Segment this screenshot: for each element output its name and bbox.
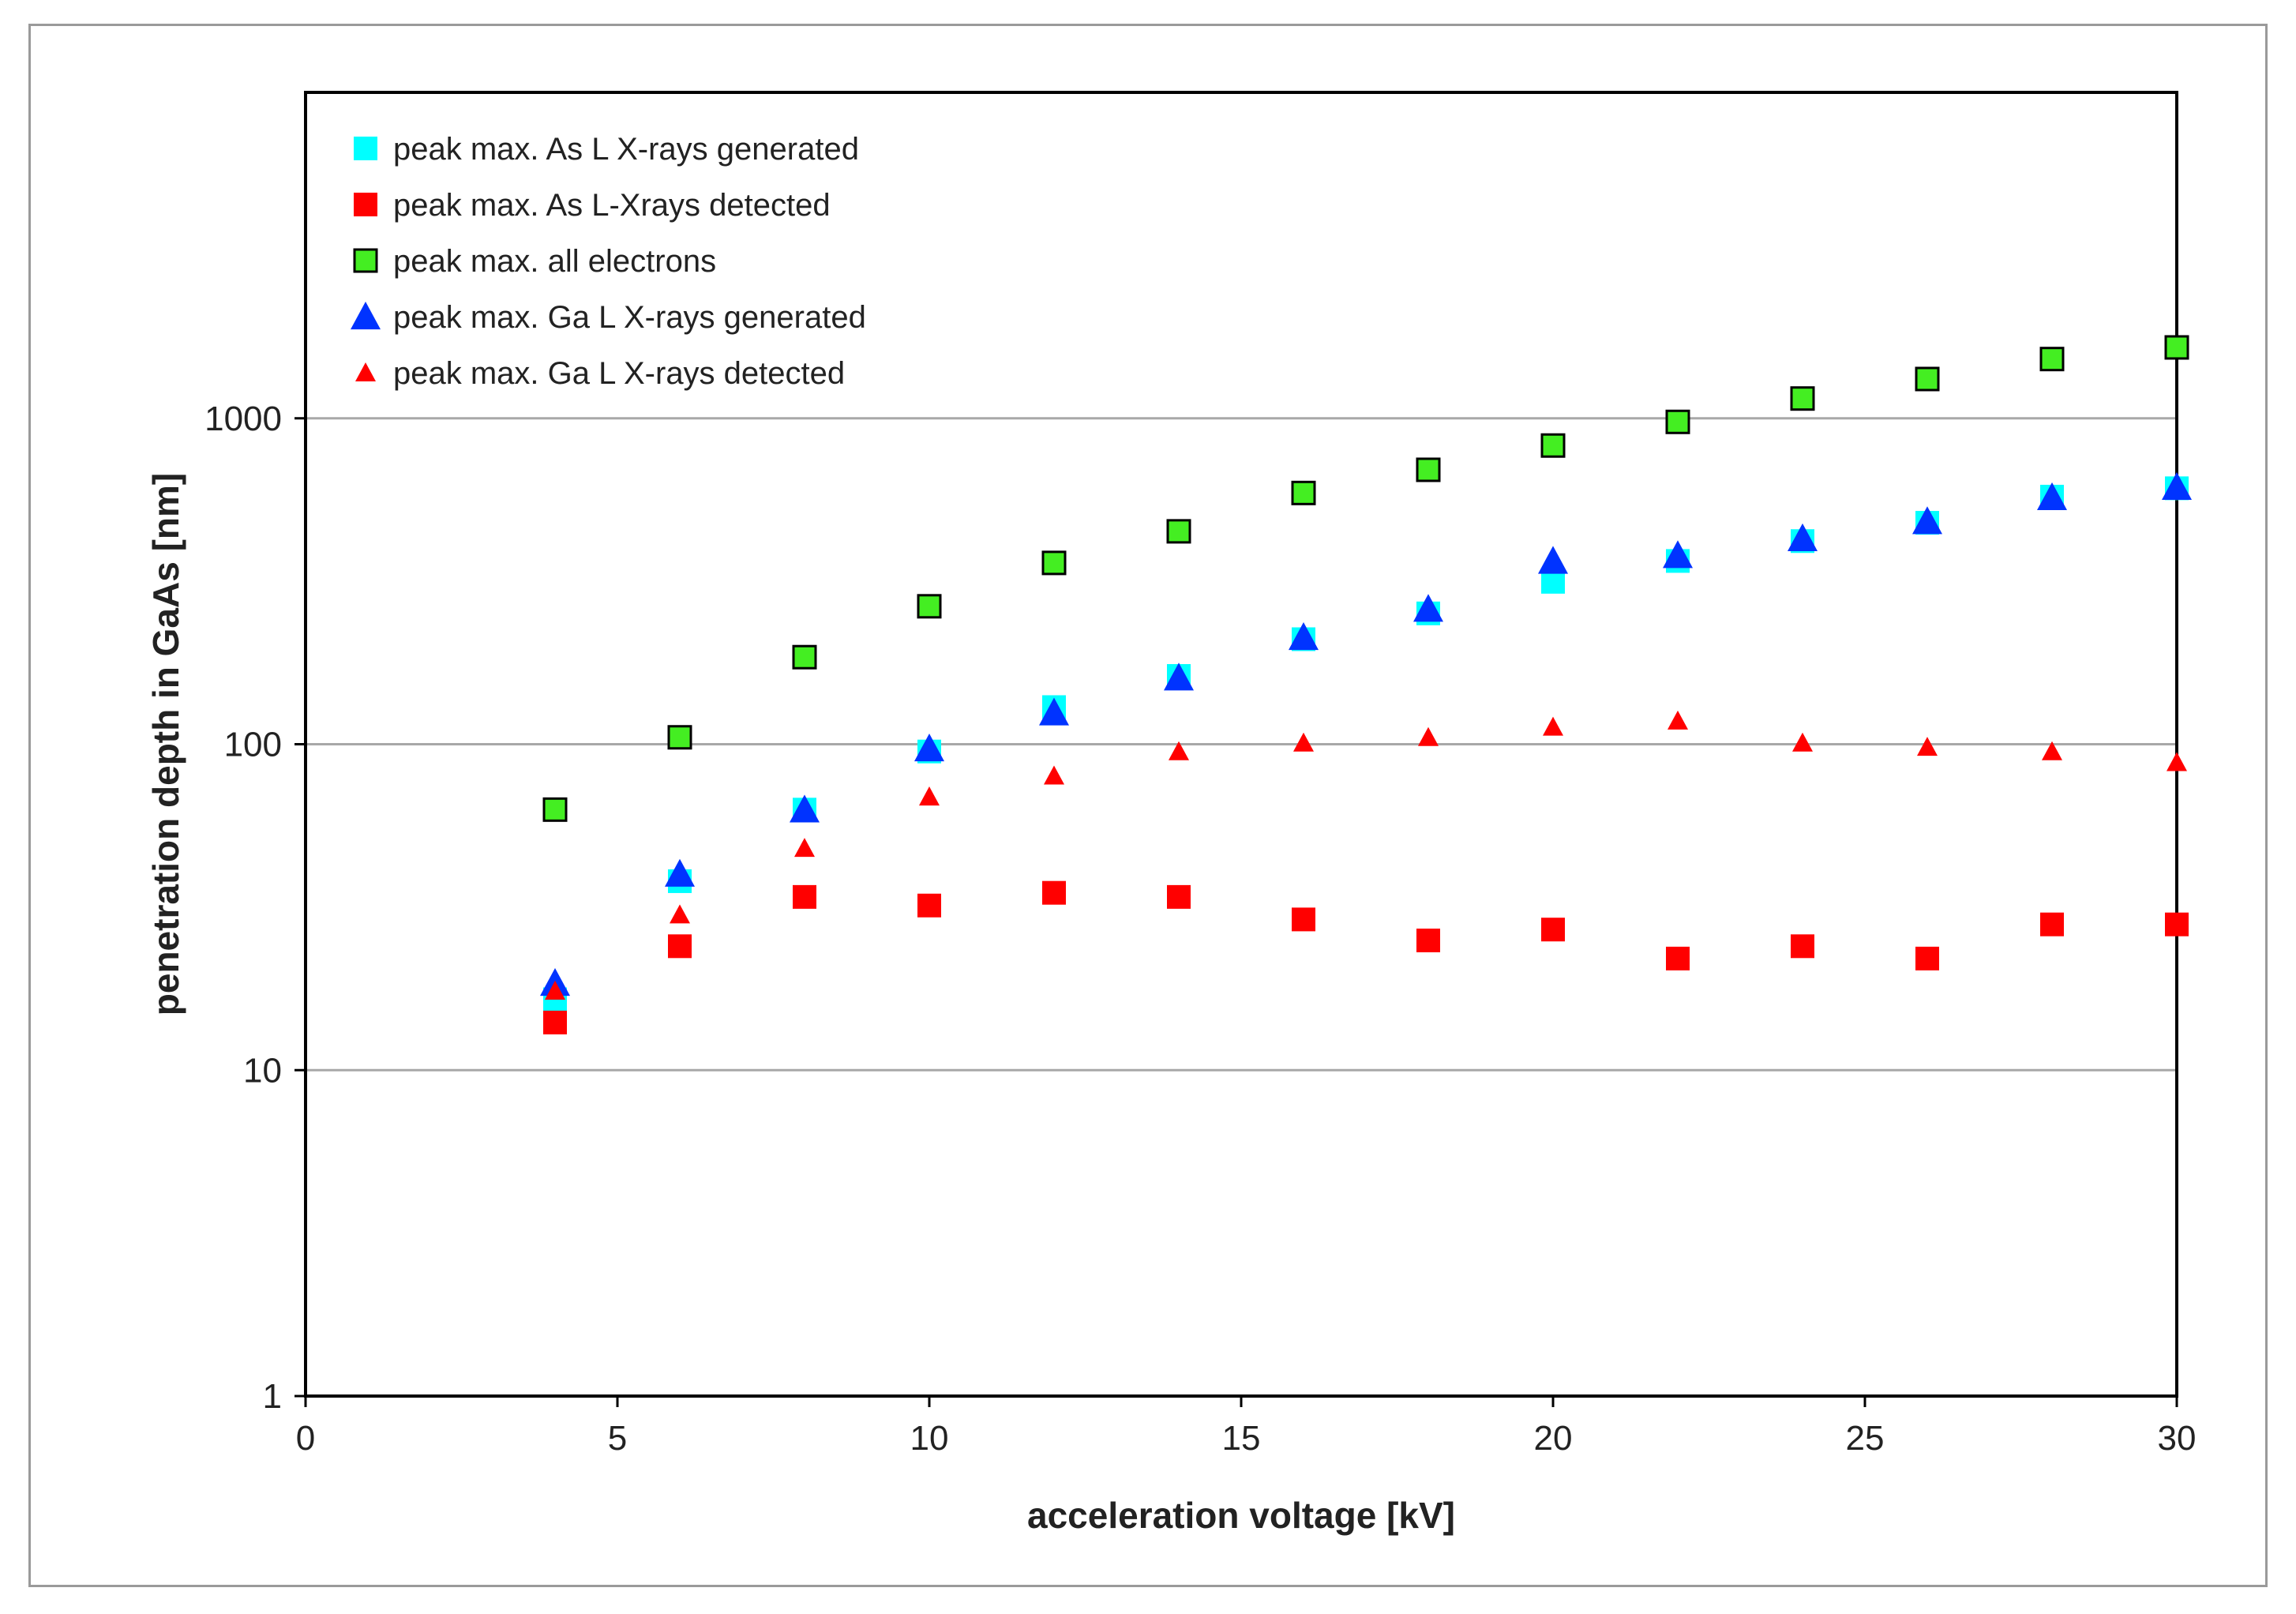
series-3-point-4kv	[542, 797, 568, 822]
series-4-point-20kv	[1538, 546, 1568, 574]
y-axis-ticks: 1 10 100 1000	[204, 400, 306, 1416]
series-3-point-10kv	[917, 594, 942, 619]
series-5-point-10kv	[919, 786, 940, 806]
series-3-point-22kv	[1665, 409, 1690, 434]
series-4-point-8kv	[790, 794, 820, 823]
series-5-point-14kv	[1169, 741, 1189, 760]
series-4-point-30kv	[2162, 471, 2192, 501]
series-2-point-26kv	[1915, 946, 1939, 970]
series-4-point-12kv	[1039, 697, 1069, 726]
series-4-point-26kv	[1912, 506, 1942, 535]
series-2-point-14kv	[1167, 884, 1191, 909]
series-5-point-12kv	[1044, 765, 1064, 785]
series-3-point-26kv	[1915, 366, 1940, 392]
series-4-point-18kv	[1413, 594, 1443, 622]
series-5-point-28kv	[2042, 741, 2062, 760]
series-2-point-30kv	[2165, 912, 2189, 936]
series-3-point-20kv	[1540, 433, 1566, 458]
series-3-point-28kv	[2039, 347, 2065, 372]
legend-item-4: peak max. Ga L X-rays generated	[351, 300, 866, 335]
x-axis-title: acceleration voltage [kV]	[1027, 1495, 1455, 1536]
series-3-point-6kv	[667, 725, 692, 750]
series-5-point-16kv	[1293, 732, 1314, 752]
data-marks	[540, 335, 2192, 1034]
y-axis-title: penetration depth in GaAs [nm]	[145, 473, 186, 1015]
y-tick-label-100: 100	[224, 726, 282, 764]
series-5-point-4kv	[545, 980, 565, 1000]
series-2-point-18kv	[1416, 929, 1440, 953]
series-3-point-18kv	[1416, 457, 1441, 482]
series-4-point-22kv	[1663, 540, 1693, 569]
series-5	[545, 710, 2187, 1000]
series-2-point-28kv	[2040, 912, 2064, 936]
series-5-point-18kv	[1418, 726, 1439, 746]
x-tick-label-5: 5	[608, 1419, 627, 1458]
legend-item-5: peak max. Ga L X-rays detected	[355, 356, 845, 391]
series-2-point-16kv	[1292, 907, 1315, 932]
x-tick-label-20: 20	[1534, 1419, 1573, 1458]
series-4-point-28kv	[2037, 482, 2067, 511]
legend: peak max. As L X-rays generated peak max.…	[351, 132, 866, 391]
legend-marker-4	[351, 302, 381, 330]
legend-item-1: peak max. As L X-rays generated	[354, 132, 859, 167]
series-3-point-8kv	[792, 644, 817, 670]
series-2-point-6kv	[668, 934, 692, 959]
series-5-point-24kv	[1792, 732, 1813, 752]
series-3-point-12kv	[1041, 550, 1067, 576]
series-4-point-24kv	[1788, 523, 1818, 552]
series-3-point-30kv	[2164, 335, 2189, 360]
legend-label-2: peak max. As L-Xrays detected	[393, 188, 831, 223]
series-3-point-16kv	[1291, 480, 1316, 505]
legend-label-3: peak max. all electrons	[393, 244, 716, 279]
series-3-point-14kv	[1166, 519, 1191, 544]
series-5-point-20kv	[1543, 716, 1563, 736]
legend-label-1: peak max. As L X-rays generated	[393, 132, 859, 167]
series-2-point-10kv	[917, 893, 941, 918]
series-2-point-22kv	[1666, 946, 1690, 970]
x-axis-ticks: 0 5 10 15 20 25 30	[296, 1396, 2197, 1458]
series-5-point-6kv	[670, 904, 690, 924]
series-2-point-24kv	[1791, 934, 1814, 959]
x-tick-label-15: 15	[1222, 1419, 1261, 1458]
grid-lines	[306, 417, 2177, 1072]
series-5-point-30kv	[2167, 752, 2187, 771]
legend-item-2: peak max. As L-Xrays detected	[354, 188, 831, 223]
legend-marker-5	[355, 362, 376, 382]
legend-marker-2	[354, 193, 377, 216]
series-4	[540, 471, 2192, 997]
x-tick-label-10: 10	[910, 1419, 949, 1458]
series-5-point-8kv	[794, 838, 815, 858]
legend-label-4: peak max. Ga L X-rays generated	[393, 300, 866, 335]
series-4-point-14kv	[1164, 662, 1194, 691]
series-5-point-22kv	[1668, 710, 1688, 730]
x-tick-label-0: 0	[296, 1419, 315, 1458]
series-1-point-20kv	[1541, 569, 1565, 594]
series-5-point-26kv	[1917, 737, 1938, 756]
series-4-point-16kv	[1289, 621, 1319, 651]
x-tick-label-25: 25	[1846, 1419, 1885, 1458]
series-2-point-20kv	[1541, 918, 1565, 942]
series-2	[543, 880, 2189, 1034]
x-tick-label-30: 30	[2158, 1419, 2197, 1458]
y-tick-label-1000: 1000	[204, 400, 282, 438]
legend-marker-3	[353, 248, 378, 273]
legend-item-3: peak max. all electrons	[353, 244, 716, 279]
legend-marker-1	[354, 137, 377, 160]
chart-frame	[28, 24, 2268, 1587]
series-2-point-4kv	[543, 1010, 567, 1034]
series-2-point-12kv	[1042, 880, 1066, 905]
y-tick-label-10: 10	[243, 1051, 282, 1090]
series-3	[542, 335, 2189, 822]
y-tick-label-1: 1	[263, 1377, 282, 1416]
series-4-point-10kv	[914, 733, 944, 762]
series-3-point-24kv	[1790, 386, 1815, 411]
series-2-point-8kv	[793, 884, 816, 909]
series-4-point-6kv	[665, 858, 695, 887]
legend-label-5: peak max. Ga L X-rays detected	[393, 356, 845, 391]
